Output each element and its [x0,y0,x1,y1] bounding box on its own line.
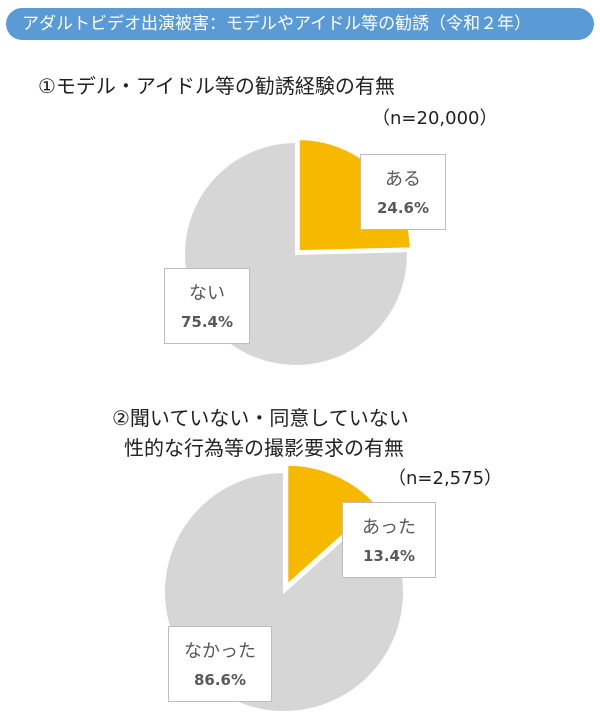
chart2-slice-no-value: 86.6% [193,671,247,689]
chart2-title-line2: 性的な行為等の撮影要求の有無 [124,436,404,460]
header-banner: アダルトビデオ出演被害：モデルやアイドル等の勧誘（令和２年） [6,8,594,40]
chart1-callout-no: ない 75.4% [164,268,250,344]
chart2-slice-yes-label: あった [362,517,416,538]
chart1-slice-yes-label: ある [385,169,421,190]
chart1-slice-no-value: 75.4% [180,313,234,331]
chart2-title-line1: ②聞いていない・同意していない [112,406,409,430]
chart1-callout-yes: ある 24.6% [360,154,446,230]
chart2-slice-yes-value: 13.4% [362,547,416,565]
chart2-slice-yes [286,463,379,587]
chart2-slice-no-label: なかった [184,641,256,662]
chart1-n-label: （n=20,000） [372,108,498,129]
chart1-title: ①モデル・アイドル等の勧誘経験の有無 [38,74,395,98]
chart2-n-label: （n=2,575） [388,468,503,489]
chart2-callout-yes: あった 13.4% [342,502,436,578]
chart2-callout-no: なかった 86.6% [168,626,272,702]
chart1-slice-yes-value: 24.6% [376,199,430,217]
chart1-slice-no-label: ない [189,283,225,304]
